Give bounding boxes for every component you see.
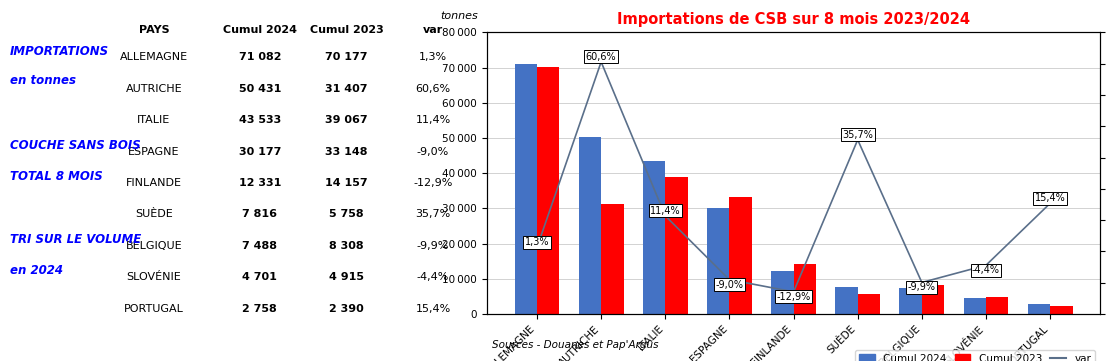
Text: 43 533: 43 533 — [239, 115, 281, 125]
Text: -9,9%: -9,9% — [908, 282, 936, 292]
Text: 7 488: 7 488 — [242, 241, 278, 251]
Text: 8 308: 8 308 — [330, 241, 364, 251]
Bar — [963, 297, 985, 314]
Bar — [538, 67, 560, 314]
Bar — [643, 161, 666, 314]
Text: 1,3%: 1,3% — [524, 238, 550, 247]
Text: 70 177: 70 177 — [325, 52, 367, 62]
Legend: Cumul 2024, Cumul 2023, var: Cumul 2024, Cumul 2023, var — [855, 350, 1095, 361]
Text: ALLEMAGNE: ALLEMAGNE — [119, 52, 188, 62]
Text: 31 407: 31 407 — [325, 84, 367, 94]
Text: 14 157: 14 157 — [325, 178, 367, 188]
Text: en 2024: en 2024 — [10, 264, 63, 277]
Text: 60,6%: 60,6% — [586, 52, 616, 62]
Title: Importations de CSB sur 8 mois 2023/2024: Importations de CSB sur 8 mois 2023/2024 — [617, 12, 970, 27]
Text: ITALIE: ITALIE — [137, 115, 170, 125]
Text: SLOVÉNIE: SLOVÉNIE — [126, 272, 181, 282]
Text: Cumul 2023: Cumul 2023 — [310, 25, 384, 35]
Text: -4,4%: -4,4% — [417, 272, 449, 282]
Bar — [985, 297, 1009, 314]
Text: 4 701: 4 701 — [242, 272, 278, 282]
Bar — [771, 271, 794, 314]
Text: AUTRICHE: AUTRICHE — [126, 84, 182, 94]
Bar — [1050, 306, 1073, 314]
Text: 15,4%: 15,4% — [1035, 193, 1065, 203]
Text: 30 177: 30 177 — [239, 147, 281, 157]
Text: 1,3%: 1,3% — [419, 52, 447, 62]
Text: 35,7%: 35,7% — [843, 130, 873, 140]
Text: IMPORTATIONS: IMPORTATIONS — [10, 45, 108, 58]
Text: 2 758: 2 758 — [242, 304, 278, 314]
Text: 11,4%: 11,4% — [416, 115, 450, 125]
Text: 71 082: 71 082 — [239, 52, 281, 62]
Bar — [1027, 304, 1050, 314]
Bar — [730, 197, 752, 314]
Text: -9,0%: -9,0% — [716, 280, 743, 290]
Bar — [899, 288, 921, 314]
Text: 60,6%: 60,6% — [416, 84, 450, 94]
Text: -9,9%: -9,9% — [417, 241, 449, 251]
Bar — [794, 264, 816, 314]
Text: SUÈDE: SUÈDE — [135, 209, 173, 219]
Text: 11,4%: 11,4% — [650, 206, 680, 216]
Bar — [857, 294, 880, 314]
Text: tonnes: tonnes — [440, 11, 479, 21]
Bar — [921, 285, 945, 314]
Text: ESPAGNE: ESPAGNE — [128, 147, 179, 157]
Text: -4,4%: -4,4% — [972, 265, 1000, 275]
Text: FINLANDE: FINLANDE — [126, 178, 182, 188]
Bar — [666, 177, 688, 314]
Text: PORTUGAL: PORTUGAL — [124, 304, 184, 314]
Bar — [835, 287, 857, 314]
Text: 12 331: 12 331 — [239, 178, 281, 188]
Text: -12,9%: -12,9% — [776, 292, 811, 302]
Text: Cumul 2024: Cumul 2024 — [222, 25, 296, 35]
Text: TOTAL 8 MOIS: TOTAL 8 MOIS — [10, 170, 103, 183]
Text: en tonnes: en tonnes — [10, 74, 75, 87]
Text: COUCHE SANS BOIS: COUCHE SANS BOIS — [10, 139, 140, 152]
Text: -9,0%: -9,0% — [417, 147, 449, 157]
Text: PAYS: PAYS — [138, 25, 169, 35]
Bar — [514, 64, 538, 314]
Text: var: var — [422, 25, 444, 35]
Text: 33 148: 33 148 — [325, 147, 367, 157]
Text: BELGIQUE: BELGIQUE — [126, 241, 182, 251]
Text: TRI SUR LE VOLUME: TRI SUR LE VOLUME — [10, 233, 140, 246]
Text: 15,4%: 15,4% — [416, 304, 450, 314]
Text: Sources - Douanes et Pap'Argus: Sources - Douanes et Pap'Argus — [492, 340, 659, 350]
Text: 4 915: 4 915 — [328, 272, 364, 282]
Bar — [707, 208, 730, 314]
Text: 2 390: 2 390 — [328, 304, 364, 314]
Text: 50 431: 50 431 — [239, 84, 281, 94]
Bar — [602, 204, 624, 314]
Text: 35,7%: 35,7% — [416, 209, 450, 219]
Text: 39 067: 39 067 — [325, 115, 367, 125]
Text: -12,9%: -12,9% — [414, 178, 452, 188]
Bar — [578, 136, 602, 314]
Text: 5 758: 5 758 — [330, 209, 364, 219]
Text: 7 816: 7 816 — [242, 209, 278, 219]
